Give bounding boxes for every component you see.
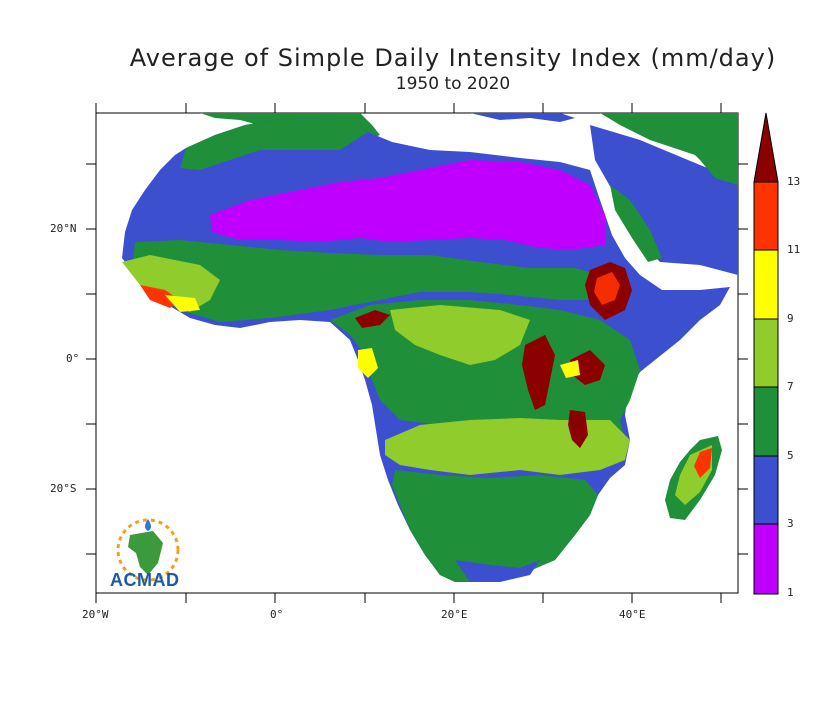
colorbar-box-13 [753, 181, 779, 251]
west-africa-wet [122, 255, 220, 312]
southern-wet [385, 418, 630, 475]
colorbar-label: 5 [787, 449, 794, 462]
guinea-high [140, 285, 180, 308]
southern-green [392, 470, 598, 582]
guinea-core [165, 295, 200, 312]
colorbar-label: 3 [787, 517, 794, 530]
map-title: Average of Simple Daily Intensity Index … [129, 44, 777, 72]
colorbar-box-9 [753, 318, 779, 388]
y-tick-label: 20°S [50, 482, 77, 495]
great-lakes-west [522, 335, 555, 410]
balkans-landmass [470, 113, 575, 122]
lake-yellow [560, 360, 580, 378]
congo-wet [390, 305, 530, 365]
map-layers [96, 113, 738, 582]
x-tick-label: 20°E [441, 608, 468, 621]
colorbar-arrow [753, 112, 779, 183]
x-tick-label: 0° [270, 608, 284, 621]
colorbar-box-7 [753, 386, 779, 457]
x-tick-label: 20°W [82, 608, 109, 621]
arabia-west-green [610, 185, 662, 262]
y-tick-label: 0° [66, 352, 80, 365]
axis-ticks [86, 103, 748, 603]
maghreb-green [180, 118, 368, 170]
gabon-yellow [358, 348, 378, 378]
madagascar-high [694, 448, 712, 478]
great-lakes-east [570, 350, 605, 385]
colorbar-box-11 [753, 249, 779, 320]
ethiopia-high-ring [594, 272, 620, 305]
cameroon-high [355, 310, 390, 328]
malawi-high [568, 410, 588, 448]
colorbar-label: 11 [787, 243, 801, 256]
x-tick-label: 40°E [619, 608, 646, 621]
colorbar-label: 1 [787, 586, 794, 599]
iran-region [680, 140, 738, 185]
acmad-logo [116, 518, 180, 582]
colorbar-label: 7 [787, 380, 794, 393]
colorbar [753, 112, 779, 595]
acmad-logo-text: ACMAD [110, 570, 180, 590]
colorbar-label: 13 [787, 175, 801, 188]
colorbar-box-3 [753, 523, 779, 595]
colorbar-label: 9 [787, 312, 794, 325]
southafrica-blue [455, 560, 540, 582]
y-tick-label: 20°N [50, 222, 77, 235]
arabia-landmass [590, 125, 738, 275]
map-subtitle: 1950 to 2020 [395, 74, 511, 94]
colorbar-box-5 [753, 455, 779, 525]
sahel-green [132, 240, 615, 322]
sahara-core [210, 160, 605, 250]
